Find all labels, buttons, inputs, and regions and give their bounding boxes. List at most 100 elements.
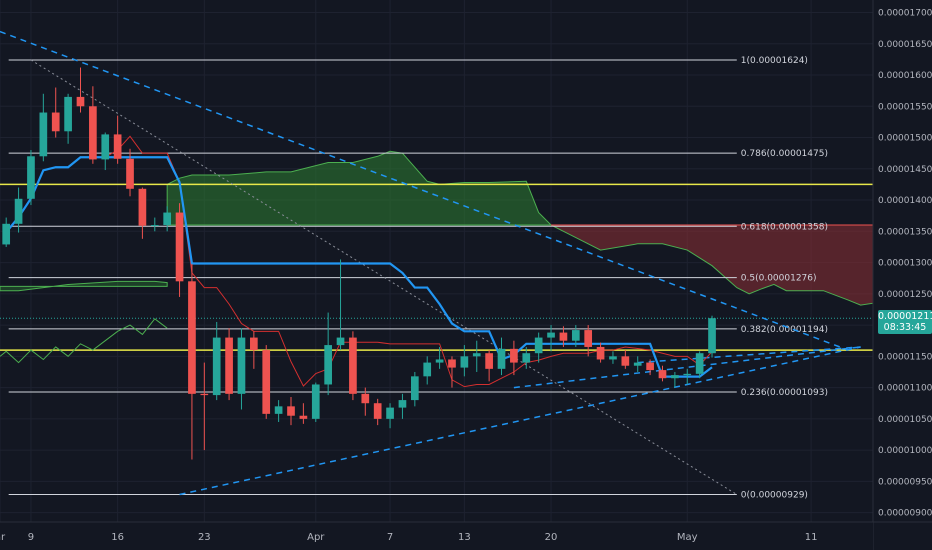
candle-body-down	[299, 415, 308, 419]
candle-body-up	[472, 353, 481, 357]
candle-body-down	[200, 393, 209, 396]
candle-body-up	[609, 356, 617, 360]
candle-body-down	[361, 393, 370, 404]
candle-body-up	[101, 134, 110, 160]
fib-diagonal	[30, 59, 738, 495]
price-tick-label: 0.00001600	[878, 71, 932, 81]
price-axis-bg	[873, 0, 932, 550]
time-tick-label: 11	[805, 532, 818, 543]
candle-body-down	[596, 346, 605, 360]
candle-body-up	[708, 318, 716, 354]
candle-body-down	[262, 350, 271, 414]
candle-body-down	[373, 403, 382, 419]
candle-body-down	[621, 356, 630, 366]
candle-countdown: 08:33:45	[883, 322, 927, 334]
price-tick-label: 0.00000950	[878, 477, 932, 487]
kijun-line	[5, 156, 713, 378]
candle-body-up	[435, 359, 444, 363]
candle-body-up	[522, 353, 531, 363]
candle-body-up	[571, 330, 580, 341]
time-tick-label: ar	[0, 532, 6, 543]
tenkan-line	[5, 135, 713, 388]
candle-body-down	[559, 332, 568, 341]
candle-body-up	[64, 96, 72, 132]
candle-body-up	[547, 332, 555, 338]
candle-body-down	[89, 106, 97, 160]
candle-body-up	[2, 223, 11, 245]
candle-body-down	[287, 406, 295, 416]
candle-body-down	[250, 337, 258, 351]
fib-level-label: 0.5(0.00001276)	[741, 274, 817, 284]
time-tick-label: Apr	[307, 532, 325, 543]
cloud-bullish	[166, 150, 553, 226]
price-tick-label: 0.00001700	[878, 9, 932, 19]
time-tick-label: 7	[387, 532, 393, 543]
price-tick-label: 0.00001500	[878, 134, 932, 144]
candle-body-up	[671, 375, 679, 379]
time-axis-bg	[0, 522, 873, 550]
price-tick-label: 0.00000900	[878, 509, 932, 519]
price-tick-label: 0.00001650	[878, 40, 932, 50]
cloud-bullish-early	[0, 280, 168, 292]
candle-body-down	[448, 359, 456, 368]
fib-level-label: 0.618(0.00001358)	[741, 222, 828, 232]
candle-body-up	[14, 198, 23, 224]
candle-body-up	[633, 362, 642, 366]
candle-body-up	[497, 348, 506, 369]
time-tick-label: May	[677, 532, 698, 543]
fib-level-label: 0.236(0.00001093)	[741, 388, 828, 398]
candle-body-down	[584, 330, 593, 347]
price-tick-label: 0.00001300	[878, 259, 932, 269]
candle-body-up	[423, 362, 432, 377]
candle-body-up	[534, 337, 543, 354]
candle-body-up	[386, 407, 394, 419]
candle-body-up	[683, 373, 692, 376]
trendlines[interactable]	[0, 20, 861, 496]
price-tick-label: 0.00001000	[878, 446, 932, 456]
candle-body-up	[311, 384, 320, 419]
price-tick-label: 0.00001100	[878, 384, 932, 394]
candle-body-up	[336, 337, 345, 346]
candle-body-up	[324, 345, 332, 385]
current-price-badge: 0.00001211 08:33:45	[878, 310, 932, 335]
candle-body-down	[113, 134, 122, 159]
candle-body-up	[27, 156, 35, 199]
lagging-span-left	[0, 318, 168, 364]
current-price-value: 0.00001211	[878, 311, 932, 323]
horizontal-levels[interactable]	[0, 183, 873, 351]
candle-body-down	[188, 281, 196, 394]
candle-body-down	[349, 337, 357, 394]
price-tick-label: 0.00001400	[878, 196, 932, 206]
price-tick-label: 0.00001550	[878, 102, 932, 112]
candle-body-up	[163, 212, 172, 226]
fib-level-label: 1(0.00001624)	[741, 56, 808, 66]
candle-body-down	[138, 188, 147, 226]
candle-body-down	[510, 348, 518, 363]
price-tick-label: 0.00001350	[878, 227, 932, 237]
trendline	[513, 346, 861, 389]
candle-body-down	[485, 353, 493, 369]
cloud-bearish	[550, 224, 874, 306]
price-tick-label: 0.00001450	[878, 165, 932, 175]
fib-level-label: 0(0.00000929)	[741, 490, 808, 500]
candle-body-up	[398, 400, 407, 408]
candle-body-up	[212, 337, 221, 396]
candle-body-up	[460, 356, 469, 368]
ichimoku-cloud	[0, 150, 874, 306]
candle-body-down	[175, 212, 184, 282]
time-axis[interactable]: ar 9 16 23 Apr 7 13 20 May 11	[0, 521, 932, 550]
candlestick-series	[2, 67, 716, 460]
time-tick-label: 20	[545, 532, 558, 543]
time-tick-label: 13	[458, 532, 471, 543]
fib-level-label: 0.786(0.00001475)	[741, 149, 828, 159]
candle-body-up	[39, 112, 48, 157]
fibonacci-retracement[interactable]: 1(0.00001624) 0.786(0.00001475) 0.618(0.00…	[8, 56, 828, 500]
price-axis[interactable]: 0.00000900 0.00000950 0.00001000 0.00001050…	[872, 0, 932, 550]
candle-body-down	[51, 112, 60, 132]
candle-body-up	[695, 353, 704, 374]
fib-level-label: 0.382(0.00001194)	[741, 325, 828, 335]
time-tick-label: 16	[111, 532, 124, 543]
trendline	[637, 346, 861, 364]
candle-body-up	[274, 406, 283, 414]
